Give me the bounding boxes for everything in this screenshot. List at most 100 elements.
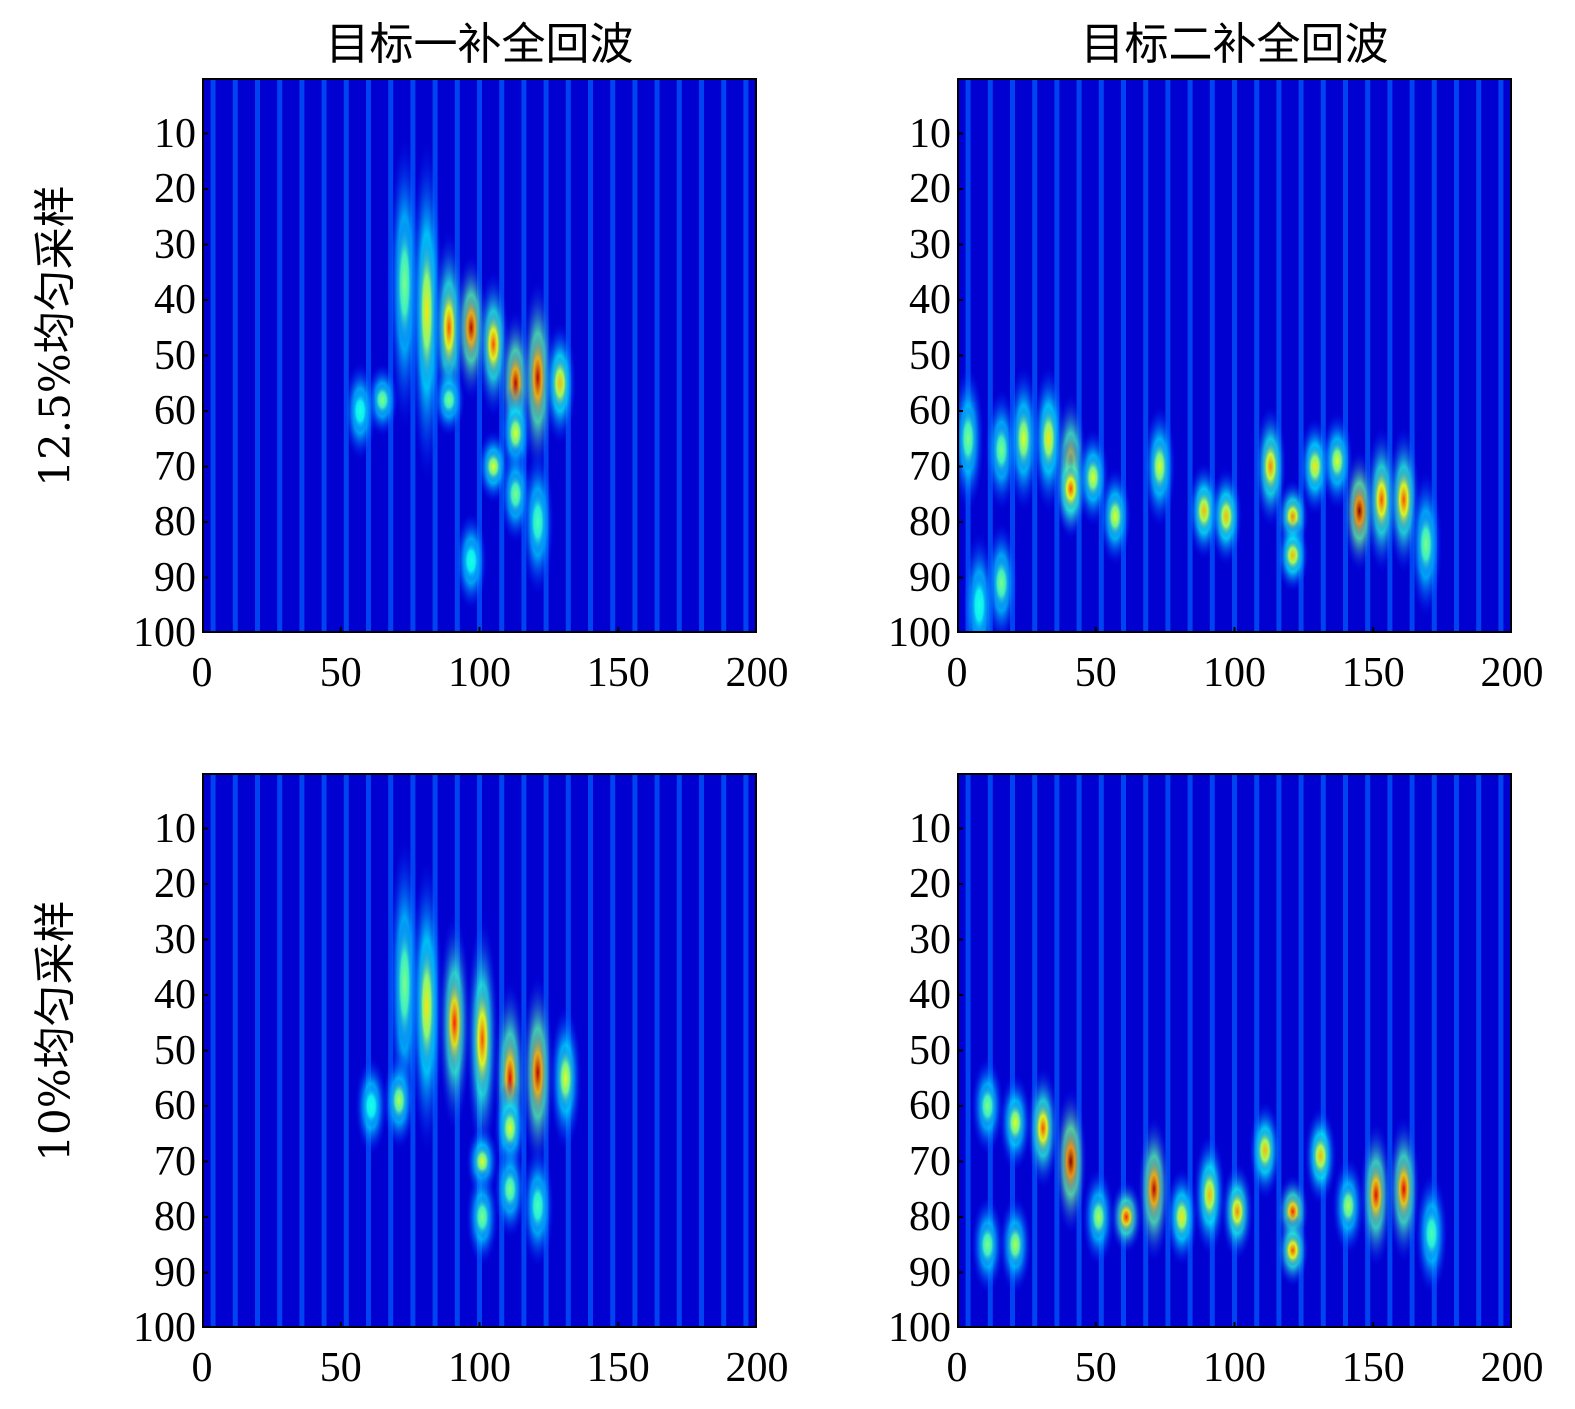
- heatmap-peak: [1217, 494, 1236, 539]
- heatmap-column-stripe: [632, 773, 638, 1328]
- heatmap-peak: [395, 917, 414, 1051]
- heatmap-column-stripe: [277, 773, 283, 1328]
- heatmap-peak: [1416, 510, 1435, 578]
- y-tick-label: 90: [909, 1249, 951, 1296]
- y-tick-label: 70: [154, 1138, 196, 1185]
- heatmap-column-stripe: [1498, 773, 1504, 1328]
- y-axis-label: 10%均匀采样: [30, 899, 80, 1162]
- heatmap-peak: [1061, 466, 1080, 511]
- heatmap-peak: [1328, 438, 1347, 484]
- heatmap-peak: [484, 449, 503, 484]
- heatmap-column-stripe: [1320, 773, 1326, 1328]
- heatmap-column-stripe: [1232, 78, 1237, 633]
- heatmap-column-stripe: [1365, 773, 1371, 1328]
- heatmap-column-stripe: [366, 78, 371, 633]
- heatmap-column-stripe: [965, 773, 971, 1328]
- heatmap-column-stripe: [1032, 78, 1038, 633]
- heatmap-peak: [395, 216, 414, 350]
- heatmap-peak: [978, 1222, 997, 1267]
- heatmap-column-stripe: [987, 78, 993, 633]
- heatmap-peak: [417, 233, 436, 389]
- y-tick-label: 60: [154, 388, 196, 434]
- x-tick-label: 150: [1341, 1345, 1405, 1391]
- heatmap-column-stripe: [654, 773, 660, 1328]
- heatmap-column-stripe: [721, 78, 727, 633]
- heatmap-column-stripe: [1343, 78, 1348, 633]
- y-tick-label: 20: [909, 166, 951, 212]
- heatmap-column-stripe: [1121, 78, 1126, 633]
- heatmap-column-stripe: [277, 78, 283, 633]
- heatmap-peak: [501, 1167, 520, 1212]
- heatmap-column-stripe: [1143, 78, 1149, 633]
- heatmap-column-stripe: [699, 78, 704, 633]
- heatmap-peak: [362, 1083, 381, 1129]
- heatmap-column-stripe: [1476, 78, 1482, 633]
- heatmap-column-stripe: [1254, 78, 1260, 633]
- heatmap-column-stripe: [1276, 773, 1282, 1328]
- heatmap-peak: [528, 488, 547, 556]
- heatmap-column-stripe: [1298, 773, 1304, 1328]
- heatmap-panel-2: [957, 78, 1512, 633]
- heatmap-peak: [1145, 1155, 1164, 1223]
- heatmap-peak: [1311, 1133, 1330, 1179]
- y-tick-label: 20: [154, 861, 196, 907]
- y-tick-label: 10: [154, 805, 196, 852]
- y-tick-label: 70: [154, 443, 196, 490]
- heatmap-column-stripe: [987, 773, 993, 1328]
- y-tick-label: 50: [909, 332, 951, 379]
- heatmap-column-stripe: [676, 78, 682, 633]
- heatmap-column-stripe: [210, 78, 216, 633]
- heatmap-plot: [202, 78, 757, 633]
- heatmap-column-stripe: [343, 773, 349, 1328]
- y-tick-label: 60: [909, 388, 951, 434]
- heatmap-peak: [1006, 1222, 1025, 1267]
- heatmap-column-stripe: [743, 773, 749, 1328]
- x-tick-label: 200: [1480, 650, 1544, 696]
- x-tick-label: 200: [725, 1345, 789, 1391]
- x-tick-label: 50: [1074, 1345, 1117, 1391]
- heatmap-column-stripe: [1431, 773, 1437, 1328]
- heatmap-peak: [417, 939, 436, 1073]
- y-tick-label: 60: [154, 1083, 196, 1129]
- heatmap-peak: [978, 1083, 997, 1129]
- heatmap-column-stripe: [610, 773, 616, 1328]
- x-tick-label: 100: [1203, 1345, 1266, 1391]
- x-tick-label: 150: [586, 650, 650, 696]
- heatmap-peak: [1089, 1194, 1108, 1240]
- y-tick-label: 20: [154, 166, 196, 212]
- heatmap-column-stripe: [1409, 78, 1415, 633]
- y-tick-label: 40: [154, 277, 196, 323]
- heatmap-peak: [1350, 483, 1369, 539]
- heatmap-column-stripe: [232, 78, 238, 633]
- y-tick-label: 10: [154, 110, 196, 157]
- x-tick-label: 50: [319, 1345, 362, 1391]
- heatmap-peak: [1372, 466, 1391, 534]
- x-tick-label: 200: [1480, 1345, 1544, 1391]
- heatmap-peak: [992, 422, 1011, 478]
- y-tick-label: 40: [909, 277, 951, 323]
- heatmap-peak: [473, 983, 492, 1095]
- heatmap-column-stripe: [343, 78, 349, 633]
- y-tick-label: 40: [909, 972, 951, 1018]
- y-tick-label: 40: [154, 972, 196, 1018]
- heatmap-column-stripe: [1054, 78, 1060, 633]
- y-tick-label: 100: [133, 1305, 196, 1351]
- heatmap-plot: [202, 773, 757, 1328]
- y-tick-label: 90: [909, 554, 951, 601]
- heatmap-column-stripe: [632, 78, 638, 633]
- heatmap-peak: [462, 294, 481, 362]
- heatmap-peak: [556, 1044, 575, 1112]
- heatmap-peak: [1283, 1233, 1302, 1267]
- y-tick-label: 80: [909, 499, 951, 545]
- heatmap-column-stripe: [1431, 78, 1437, 633]
- heatmap-peak: [1261, 438, 1280, 495]
- y-tick-label: 100: [133, 610, 196, 656]
- heatmap-peak: [1394, 466, 1413, 534]
- heatmap-plot: [957, 773, 1512, 1328]
- heatmap-peak: [1305, 444, 1324, 489]
- y-axis-label: 12.5%均匀采样: [30, 184, 80, 487]
- x-tick-label: 50: [319, 650, 362, 696]
- heatmap-column-stripe: [721, 773, 727, 1328]
- heatmap-peak: [1039, 405, 1058, 473]
- heatmap-peak: [506, 411, 525, 456]
